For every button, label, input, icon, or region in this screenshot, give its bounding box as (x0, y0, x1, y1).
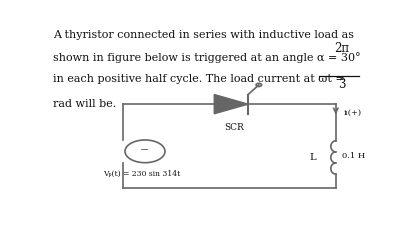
Text: rad will be.: rad will be. (53, 99, 116, 109)
Text: shown in figure below is triggered at an angle α = 30°: shown in figure below is triggered at an… (53, 53, 360, 64)
Text: 0.1 H: 0.1 H (342, 152, 365, 160)
Text: −: − (140, 146, 150, 155)
Text: in each positive half cycle. The load current at ωt =: in each positive half cycle. The load cu… (53, 74, 345, 84)
Text: iₗ(+): iₗ(+) (343, 109, 362, 117)
Text: 2π: 2π (334, 42, 349, 55)
Text: 3: 3 (338, 78, 346, 91)
Text: SCR: SCR (224, 123, 244, 131)
Text: L: L (309, 153, 316, 162)
Polygon shape (214, 94, 248, 114)
Text: Vₚ(t) = 230 sin 314t: Vₚ(t) = 230 sin 314t (103, 170, 181, 178)
Text: A thyristor connected in series with inductive load as: A thyristor connected in series with ind… (53, 30, 354, 40)
